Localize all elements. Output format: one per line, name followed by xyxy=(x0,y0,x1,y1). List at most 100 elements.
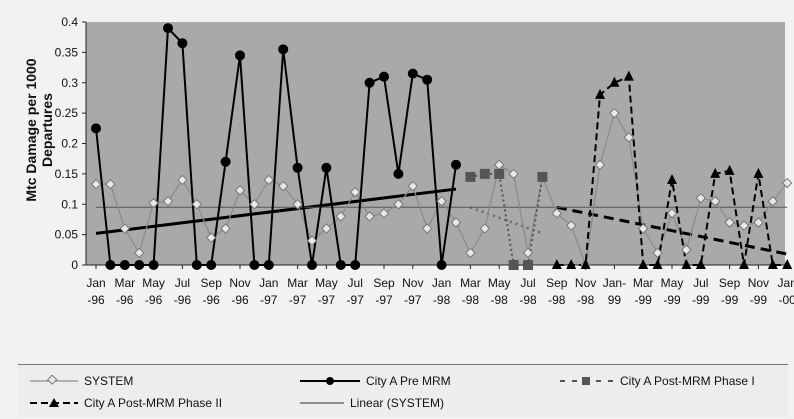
marker-pre-mrm xyxy=(91,123,101,134)
x-tick-label: Jan xyxy=(778,276,794,290)
legend-swatch-phase-1 xyxy=(560,377,614,385)
x-tick-label: -97 xyxy=(318,293,336,307)
marker-phase-2 xyxy=(609,76,620,87)
y-tick-label: 0.3 xyxy=(61,76,78,90)
x-tick-label: Jul xyxy=(520,276,535,290)
x-tick-label: -99 xyxy=(663,293,681,307)
marker-system xyxy=(277,180,289,192)
marker-pre-mrm xyxy=(220,156,231,167)
marker-phase-2 xyxy=(710,167,721,178)
x-tick-label: Jan- xyxy=(603,276,626,290)
marker-system xyxy=(162,195,174,207)
x-tick-label: -97 xyxy=(260,293,278,307)
marker-system xyxy=(205,232,217,243)
y-tick-label: 0.25 xyxy=(55,106,79,120)
marker-system xyxy=(349,186,361,198)
x-tick-label: -00 xyxy=(779,293,794,307)
marker-system xyxy=(148,197,159,209)
marker-phase-2 xyxy=(580,259,591,269)
x-tick-label: Nov xyxy=(575,276,596,290)
marker-phase-2 xyxy=(767,259,778,269)
marker-system xyxy=(306,235,318,246)
marker-system xyxy=(695,192,707,204)
marker-pre-mrm xyxy=(148,260,159,270)
marker-system xyxy=(321,223,332,234)
legend-item-phase-2: City A Post-MRM Phase II xyxy=(28,393,222,413)
marker-system xyxy=(551,208,563,219)
marker-phase-2 xyxy=(652,259,663,269)
legend-label-phase-2: City A Post-MRM Phase II xyxy=(84,396,223,410)
marker-phase-1 xyxy=(465,171,476,182)
x-tick-label: Mar xyxy=(114,276,135,290)
legend-item-linear: Linear (SYSTEM) xyxy=(298,393,444,413)
marker-phase-2 xyxy=(753,167,764,178)
legend-label-phase-1: City A Post-MRM Phase I xyxy=(620,374,755,388)
x-tick-label: Jul xyxy=(693,276,708,290)
marker-pre-mrm xyxy=(134,260,145,270)
marker-system xyxy=(767,195,779,207)
marker-pre-mrm xyxy=(422,74,433,85)
marker-system xyxy=(191,199,203,210)
marker-pre-mrm xyxy=(191,260,202,270)
marker-system xyxy=(753,217,764,228)
x-tick-label: -98 xyxy=(577,293,595,307)
x-tick-label: -99 xyxy=(692,293,710,307)
legend-swatch-linear xyxy=(300,402,344,404)
marker-pre-mrm xyxy=(292,162,303,173)
marker-system xyxy=(681,244,692,256)
x-tick-label: -96 xyxy=(174,293,192,307)
x-tick-label: Mar xyxy=(633,276,654,290)
x-ticks: Jan-96Mar-96May-96Jul-96Sep-96Nov-96Jan-… xyxy=(86,265,794,307)
marker-phase-2 xyxy=(595,88,605,99)
y-tick-label: 0.15 xyxy=(55,167,79,181)
marker-system xyxy=(335,211,347,222)
x-tick-label: -96 xyxy=(231,293,249,307)
marker-phase-2 xyxy=(667,173,677,184)
marker-system xyxy=(292,199,303,210)
marker-pre-mrm xyxy=(249,260,260,270)
x-tick-label: -99 xyxy=(721,293,739,307)
x-tick-label: Sep xyxy=(373,276,395,290)
marker-pre-mrm xyxy=(206,260,217,270)
marker-pre-mrm xyxy=(119,260,130,270)
x-tick-label: -99 xyxy=(635,293,653,307)
series-markers xyxy=(90,23,793,271)
y-tick-label: 0 xyxy=(71,258,78,272)
marker-pre-mrm xyxy=(379,71,389,82)
marker-pre-mrm xyxy=(436,260,447,270)
x-tick-label: Mar xyxy=(460,276,481,290)
x-tick-label: -97 xyxy=(289,293,307,307)
marker-phase-1 xyxy=(508,260,519,270)
marker-system xyxy=(436,195,447,207)
marker-pre-mrm xyxy=(350,260,361,270)
marker-pre-mrm xyxy=(163,23,173,34)
marker-pre-mrm xyxy=(307,260,317,270)
marker-system xyxy=(133,247,145,259)
marker-system xyxy=(407,180,419,192)
x-tick-label: Jul xyxy=(348,276,363,290)
x-tick-label: -97 xyxy=(347,293,365,307)
marker-phase-2 xyxy=(782,259,793,269)
x-tick-label: Nov xyxy=(402,276,423,290)
legend-label-system: SYSTEM xyxy=(84,374,134,388)
marker-system xyxy=(249,199,260,210)
marker-system xyxy=(364,211,375,222)
marker-pre-mrm xyxy=(263,260,274,270)
legend-swatch-system xyxy=(30,375,78,385)
x-tick-label: -99 xyxy=(750,293,768,307)
marker-pre-mrm xyxy=(407,68,418,79)
series-line-pre-mrm xyxy=(95,25,457,266)
y-axis-label: Mtc Damage per 1000 Departures xyxy=(23,58,55,202)
marker-pre-mrm xyxy=(393,168,404,179)
marker-phase-2 xyxy=(551,259,562,269)
marker-system xyxy=(177,174,188,186)
x-tick-label: -98 xyxy=(462,293,480,307)
marker-system xyxy=(565,220,577,231)
y-ticks: 0 0.05 0.1 0.15 0.2 0.25 0.3 0.35 0.4 xyxy=(55,15,86,272)
marker-system xyxy=(119,223,131,234)
marker-system xyxy=(522,247,534,259)
marker-system xyxy=(465,247,476,259)
x-tick-label: -96 xyxy=(116,293,134,307)
x-tick-label: 99 xyxy=(608,293,622,307)
marker-system xyxy=(738,220,750,231)
